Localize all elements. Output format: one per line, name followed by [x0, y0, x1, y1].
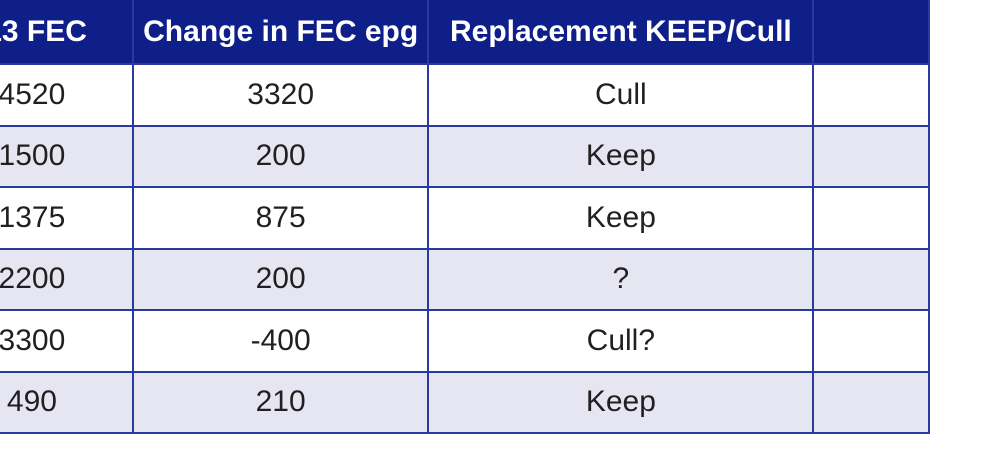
- table-cell: 490: [0, 370, 134, 434]
- table-cell: -400: [131, 309, 430, 373]
- table-cell: [812, 186, 930, 250]
- table-cell: 200: [131, 247, 430, 311]
- header-cell: Change in FEC epg: [131, 0, 430, 65]
- table-row: 4520 3320 Cull: [0, 63, 930, 127]
- table-cell: Keep: [427, 124, 815, 188]
- header-cell: Replacement KEEP/Cull: [427, 0, 815, 65]
- table-row: 1500 200 Keep: [0, 124, 930, 188]
- table-cell: Keep: [427, 370, 815, 434]
- table-cell: [812, 370, 930, 434]
- table-cell: [812, 63, 930, 127]
- table-cell: Cull: [427, 63, 815, 127]
- table-cell: 1500: [0, 124, 134, 188]
- table-cell: [812, 247, 930, 311]
- table-cell: 4520: [0, 63, 134, 127]
- table-cell: [812, 309, 930, 373]
- table-cell: 875: [131, 186, 430, 250]
- table-cell: 3300: [0, 309, 134, 373]
- table-cell: 2200: [0, 247, 134, 311]
- table-cell: Cull?: [427, 309, 815, 373]
- table-cell: [812, 124, 930, 188]
- table-cell: 1375: [0, 186, 134, 250]
- table-cell: Keep: [427, 186, 815, 250]
- header-cell: [812, 0, 930, 65]
- table-cell: 210: [131, 370, 430, 434]
- table-row: 1375 875 Keep: [0, 186, 930, 250]
- table-row: 490 210 Keep: [0, 370, 930, 434]
- table-cell: 200: [131, 124, 430, 188]
- table-cell: ?: [427, 247, 815, 311]
- header-cell: /13 FEC: [0, 0, 134, 65]
- table-cell: 3320: [131, 63, 430, 127]
- table-row: 2200 200?: [0, 247, 930, 311]
- table-row: 3300 -400 Cull?: [0, 309, 930, 373]
